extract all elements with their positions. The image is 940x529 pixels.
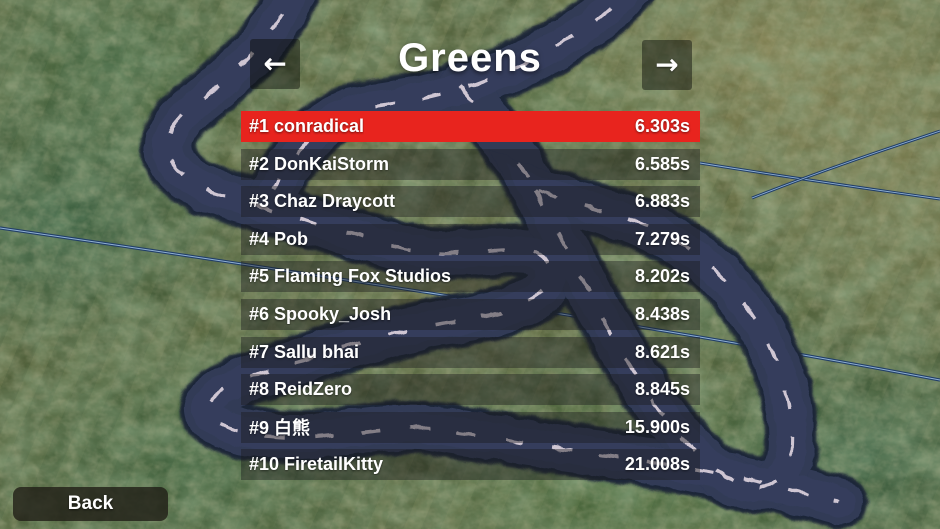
track-title: Greens (398, 36, 542, 80)
leaderboard-row: #5 Flaming Fox Studios 8.202s (241, 261, 700, 293)
leaderboard-row: #7 Sallu bhai 8.621s (241, 336, 700, 368)
leaderboard-row: #3 Chaz Draycott 6.883s (241, 186, 700, 218)
lap-time: 8.621s (634, 341, 690, 362)
player-rank-and-name: #10 FiretailKitty (249, 454, 384, 475)
leaderboard-row: #2 DonKaiStorm 6.585s (241, 148, 700, 180)
lap-time: 8.202s (634, 266, 690, 287)
previous-track-button[interactable]: ← (250, 39, 300, 89)
lap-time: 6.585s (634, 153, 690, 174)
lap-time: 8.845s (634, 379, 690, 400)
lap-time: 7.279s (634, 228, 690, 249)
player-rank-and-name: #5 Flaming Fox Studios (249, 266, 452, 287)
player-rank-and-name: #7 Sallu bhai (249, 341, 360, 362)
leaderboard: #1 conradical 6.303s #2 DonKaiStorm 6.58… (241, 111, 700, 487)
player-rank-and-name: #6 Spooky_Josh (249, 303, 392, 324)
leaderboard-row: #9 白熊 15.900s (241, 411, 700, 443)
arrow-left-icon: ← (263, 47, 287, 80)
lap-time: 6.883s (634, 191, 690, 212)
player-rank-and-name: #1 conradical (249, 116, 365, 136)
player-rank-and-name: #4 Pob (249, 228, 309, 249)
player-rank-and-name: #3 Chaz Draycott (249, 191, 396, 212)
back-button[interactable]: Back (13, 487, 168, 521)
lap-time: 8.438s (634, 303, 690, 324)
player-rank-and-name: #2 DonKaiStorm (249, 153, 390, 174)
lap-time: 21.008s (624, 454, 690, 475)
leaderboard-row: #6 Spooky_Josh 8.438s (241, 298, 700, 330)
leaderboard-row: #4 Pob 7.279s (241, 223, 700, 255)
player-rank-and-name: #9 白熊 (249, 418, 311, 439)
leaderboard-row: #8 ReidZero 8.845s (241, 374, 700, 406)
arrow-right-icon: → (655, 48, 679, 81)
next-track-button[interactable]: → (642, 40, 692, 90)
leaderboard-row: #10 FiretailKitty 21.008s (241, 449, 700, 481)
lap-time: 15.900s (624, 416, 690, 437)
player-rank-and-name: #8 ReidZero (249, 379, 353, 400)
leaderboard-row-highlighted: #1 conradical 6.303s (241, 111, 700, 142)
back-button-label: Back (67, 493, 114, 514)
lap-time: 6.303s (634, 116, 690, 136)
